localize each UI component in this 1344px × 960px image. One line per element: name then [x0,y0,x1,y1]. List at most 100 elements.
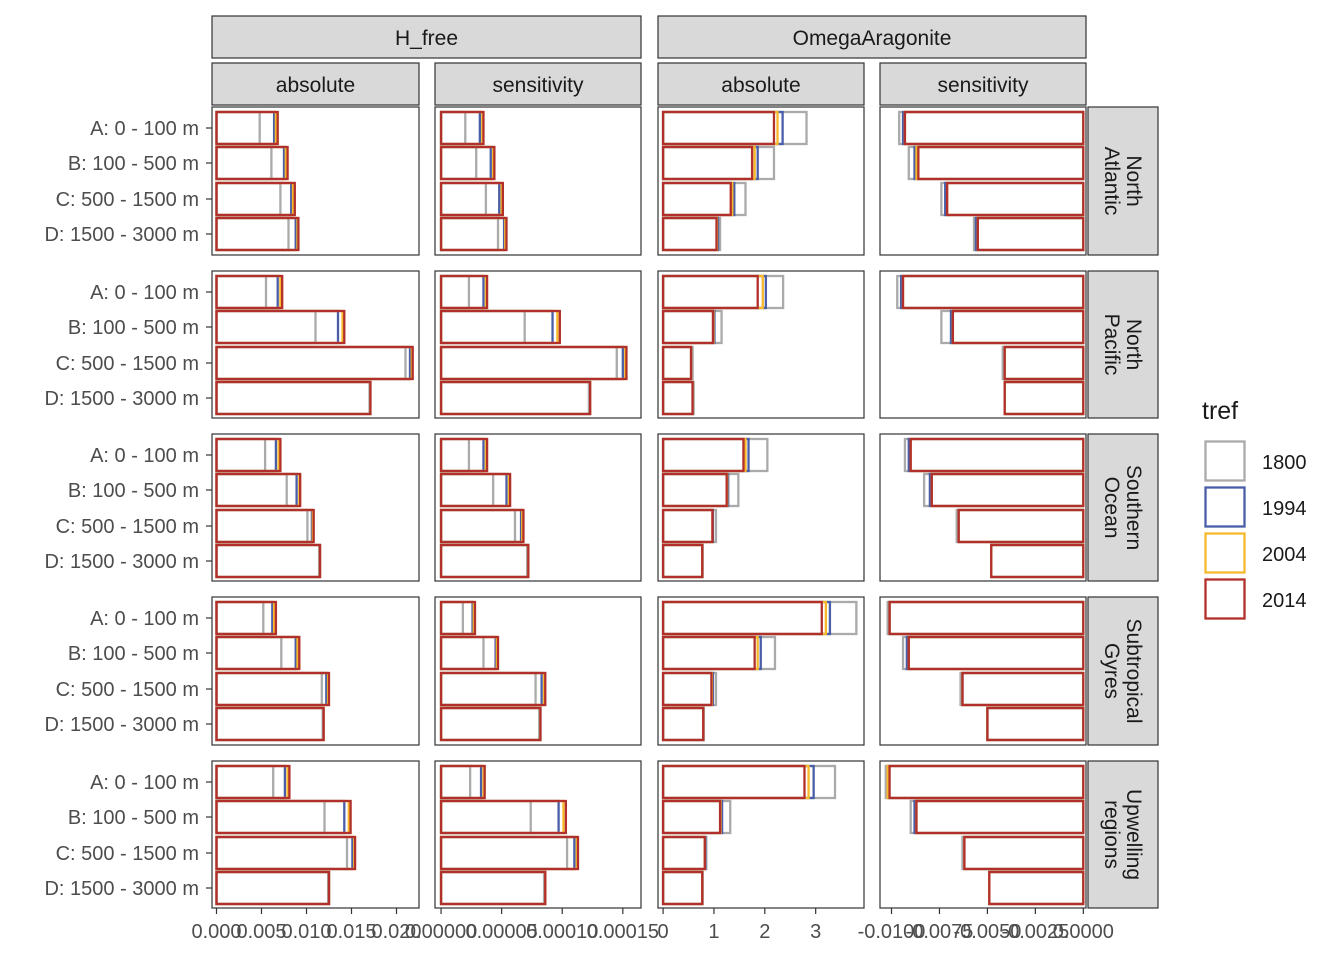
panel-background [880,434,1086,581]
strip-region-label: SouthernOcean [1100,465,1145,550]
strip-region-subtropical-gyres [1087,596,1159,746]
y-tick-label: C: 500 - 1500 m [56,189,199,211]
bar-2014-subtropical-gyres-a-0-100-m [215,600,278,636]
bar-2014-upwelling-regions-d-1500-3000-m [439,870,547,906]
bar-2014-southern-ocean-b-100-500-m [930,472,1085,508]
y-tick-label: C: 500 - 1500 m [56,679,199,701]
panel-border [211,106,420,256]
bar-2014-southern-ocean-a-0-100-m [215,437,282,473]
legend-label-2014: 2014 [1262,590,1307,612]
panel-border [879,596,1087,746]
bar-2014-southern-ocean-c-500-1500-m [957,508,1085,544]
bar-2014-north-pacific-b-100-500-m [951,309,1085,345]
bar-2014-subtropical-gyres-c-500-1500-m [961,671,1085,707]
x-tick-label: 1 [708,921,719,943]
panel-border [879,106,1087,256]
bar-2014-upwelling-regions-c-500-1500-m [439,835,580,871]
bar-2014-upwelling-regions-d-1500-3000-m [661,870,704,906]
x-tick-label: 0.00005 [465,921,537,943]
panel-background [435,761,641,908]
y-tick-label: A: 0 - 100 m [90,772,199,794]
panel-border [434,106,642,256]
y-tick-label: D: 1500 - 3000 m [44,388,199,410]
bar-2014-upwelling-regions-c-500-1500-m [215,835,357,871]
strip-facet-absolute [657,62,865,106]
bar-2014-north-pacific-a-0-100-m [661,274,759,310]
panel-background [212,597,419,745]
strip-facet-label: sensitivity [492,74,584,97]
x-tick-label: 2 [759,921,770,943]
panel-border [879,270,1087,419]
panel-border [657,270,865,419]
bar-2014-subtropical-gyres-d-1500-3000-m [661,706,705,742]
panel-background [658,271,864,418]
bar-2014-subtropical-gyres-a-0-100-m [661,600,823,636]
panel-background [658,761,864,908]
bar-2014-subtropical-gyres-b-100-500-m [907,635,1085,671]
strip-region-southern-ocean [1087,433,1159,582]
bar-2014-north-pacific-d-1500-3000-m [215,380,372,416]
strip-region-label: Upwellingregions [1100,789,1145,880]
y-tick-label: B: 100 - 500 m [68,317,199,339]
bar-2014-north-atlantic-a-0-100-m [215,110,279,146]
legend-label-1800: 1800 [1262,452,1307,474]
panel-border [434,433,642,582]
panel-background [212,434,419,581]
x-tick-label: -0.0050 [953,921,1021,943]
panel-background [658,107,864,255]
bar-2014-upwelling-regions-c-500-1500-m [661,835,706,871]
strip-region-line: regions [1100,800,1123,869]
strip-region-line: Ocean [1100,477,1123,539]
x-tick-label: 0.015 [326,921,376,943]
bar-2014-subtropical-gyres-a-0-100-m [888,600,1085,636]
bar-2014-southern-ocean-d-1500-3000-m [215,543,322,579]
bar-2014-north-atlantic-c-500-1500-m [945,181,1085,217]
y-tick-label: D: 1500 - 3000 m [44,551,199,573]
legend-key-bg [1204,440,1246,482]
panel-border [657,433,865,582]
x-tick-label: 0.005 [236,921,286,943]
panel-border [211,433,420,582]
bar-2014-upwelling-regions-b-100-500-m [915,799,1085,835]
y-tick-label: A: 0 - 100 m [90,445,199,467]
strip-region-line: Upwelling [1122,789,1145,880]
bar-2014-north-atlantic-a-0-100-m [903,110,1085,146]
panel-background [880,271,1086,418]
x-tick-label: 0.00010 [526,921,598,943]
legend-title: tref [1202,397,1238,425]
bar-2014-north-pacific-c-500-1500-m [215,345,414,381]
bar-2014-southern-ocean-b-100-500-m [439,472,512,508]
bar-2014-southern-ocean-a-0-100-m [909,437,1085,473]
panel-background [880,761,1086,908]
strip-variable-label: H_free [395,27,458,50]
bar-2014-subtropical-gyres-a-0-100-m [439,600,477,636]
panel-border [434,760,642,909]
panel-border [879,760,1087,909]
y-tick-label: A: 0 - 100 m [90,118,199,140]
bar-2014-upwelling-regions-b-100-500-m [439,799,568,835]
y-tick-label: B: 100 - 500 m [68,643,199,665]
legend-key-2014 [1204,578,1246,620]
bar-2014-north-atlantic-c-500-1500-m [439,181,505,217]
panel-background [435,271,641,418]
panel-border [434,270,642,419]
panel-background [435,434,641,581]
bar-2014-upwelling-regions-a-0-100-m [661,764,806,800]
bar-2014-southern-ocean-b-100-500-m [661,472,728,508]
bar-2014-upwelling-regions-b-100-500-m [215,799,352,835]
y-tick-label: A: 0 - 100 m [90,608,199,630]
bar-2014-north-pacific-b-100-500-m [439,309,561,345]
bar-2014-southern-ocean-c-500-1500-m [661,508,714,544]
bar-2014-southern-ocean-a-0-100-m [661,437,745,473]
panel-border [657,760,865,909]
strip-region-label: NorthAtlantic [1100,147,1145,216]
bar-2014-north-atlantic-d-1500-3000-m [215,216,300,252]
legend-label-2004: 2004 [1262,544,1307,566]
panel-background [212,107,419,255]
bar-2014-north-atlantic-b-100-500-m [917,145,1085,181]
bar-2014-north-pacific-a-0-100-m [215,274,284,310]
bar-2014-subtropical-gyres-d-1500-3000-m [215,706,325,742]
bar-2014-subtropical-gyres-c-500-1500-m [661,671,713,707]
bar-2014-north-pacific-b-100-500-m [215,309,346,345]
strip-region-label: SubtropicalGyres [1100,618,1145,723]
